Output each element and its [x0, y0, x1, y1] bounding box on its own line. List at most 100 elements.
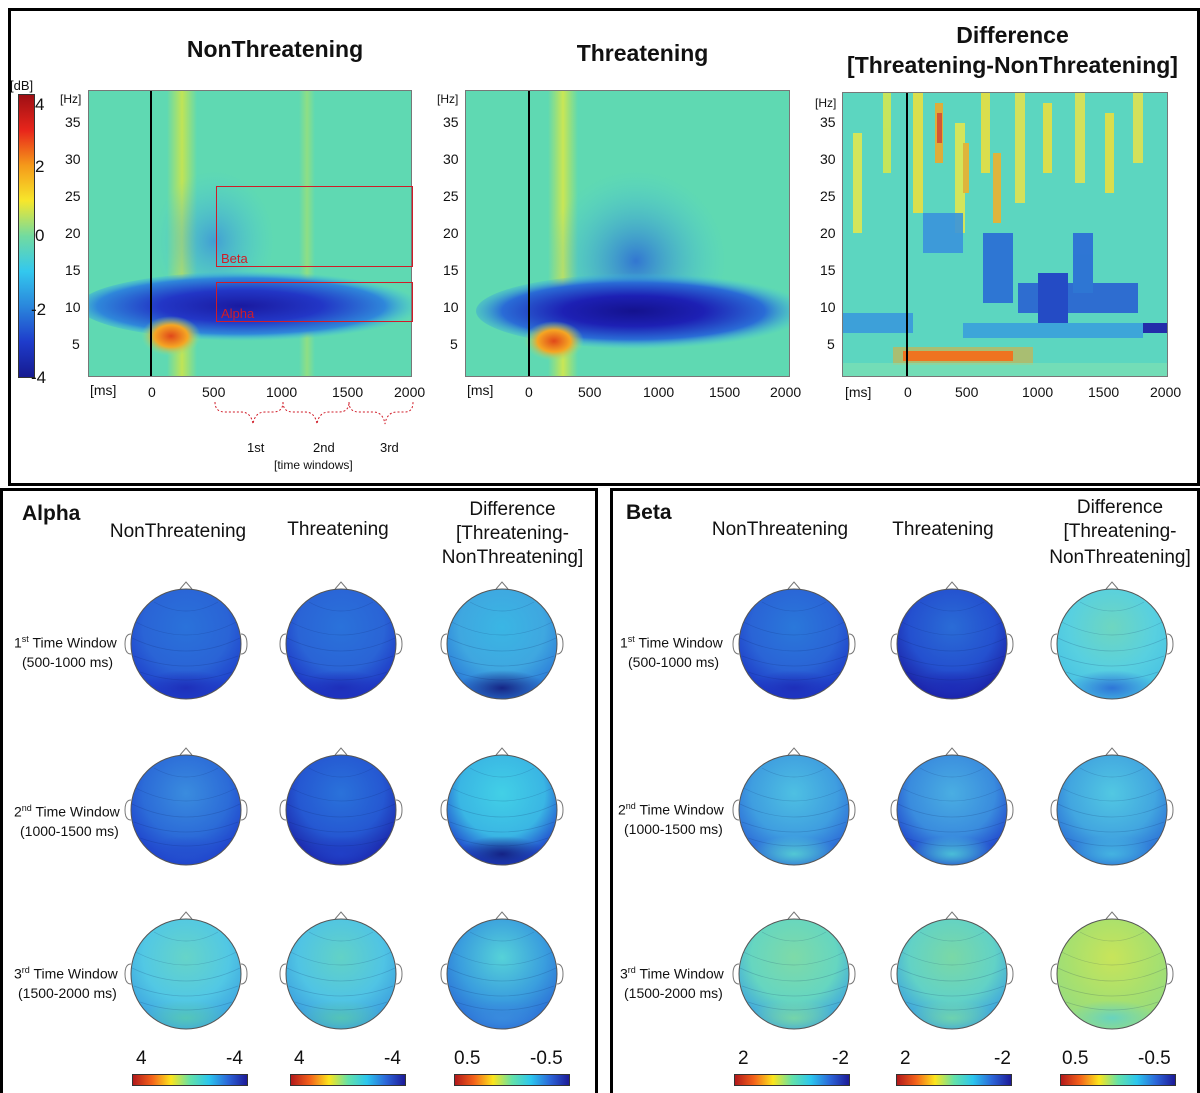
alpha-col-difference-1: Difference [469, 499, 556, 520]
alpha-row-label-3: 3rd Time Window (1500-2000 ms) [14, 961, 118, 1003]
row-ordinal: 3 [14, 965, 22, 982]
y-tick: 20 [65, 225, 81, 241]
colorbar-alpha-diff [454, 1074, 570, 1086]
x-tick: 2000 [770, 384, 802, 400]
row-label-text: Time Window [29, 965, 118, 982]
x-tick: 500 [578, 384, 602, 400]
y-tick: 30 [65, 151, 81, 167]
colorbar-tick: -2 [31, 300, 47, 319]
title-difference-line1: Difference [956, 22, 1069, 48]
scale-right: -0.5 [530, 1048, 563, 1069]
colorbar-unit: [dB] [10, 78, 34, 93]
time-window-label: 2nd [313, 440, 335, 455]
beta-col-nonthreatening: NonThreatening [711, 519, 849, 540]
roi-beta-box [216, 186, 413, 267]
y-tick: 5 [450, 336, 458, 352]
row-ordinal: 2 [618, 801, 626, 818]
row-range: (500-1000 ms) [22, 653, 114, 670]
beta-col-difference-3: NonThreatening] [1049, 547, 1191, 568]
x-tick: 1500 [709, 384, 741, 400]
alpha-col-difference-3: NonThreatening] [441, 547, 584, 568]
topomap-beta-threat-w2 [890, 746, 1014, 870]
beta-col-difference-2: [Threatening- [1063, 521, 1177, 542]
colorbar-tick: -4 [31, 368, 47, 387]
colorbar-tick: 2 [35, 157, 45, 176]
alpha-row-label-1: 1st Time Window (500-1000 ms) [14, 630, 117, 672]
y-tick: 25 [443, 188, 459, 204]
y-axis-unit: [Hz] [60, 92, 82, 106]
title-threatening: Threatening [576, 40, 709, 66]
colorbar-alpha-nonthreat [132, 1074, 248, 1086]
scale-right: -2 [832, 1048, 849, 1069]
row-ordinal-suffix: st [627, 634, 635, 644]
x-tick: 1000 [643, 384, 675, 400]
alpha-col-threatening: Threatening [287, 519, 389, 540]
y-tick: 15 [443, 262, 459, 278]
y-tick: 30 [820, 151, 836, 167]
x-tick: 500 [955, 384, 979, 400]
y-tick: 10 [820, 299, 836, 315]
colorbar-vertical [18, 94, 35, 378]
y-tick: 25 [65, 188, 81, 204]
scale-right: -4 [226, 1048, 243, 1069]
y-axis-unit: [Hz] [815, 96, 837, 110]
colorbar-tick: 4 [35, 95, 45, 114]
topomap-beta-threat-w1 [890, 580, 1014, 704]
beta-col-threatening: Threatening [892, 519, 994, 540]
scale-right: -2 [994, 1048, 1011, 1069]
topomap-alpha-nonthreat-w1 [124, 580, 248, 704]
x-tick: 0 [148, 384, 156, 400]
alpha-col-difference-2: [Threatening- [455, 523, 569, 544]
x-tick: 2000 [1150, 384, 1182, 400]
beta-col-difference-1: Difference [1076, 497, 1164, 518]
scale-left: 4 [136, 1048, 147, 1069]
row-label-text: Time Window [28, 634, 117, 651]
scale-left: 0.5 [454, 1048, 481, 1069]
topomap-beta-nonthreat-w3 [732, 910, 856, 1034]
y-tick: 10 [443, 299, 459, 315]
topomap-beta-diff-w3 [1050, 910, 1174, 1034]
scale-right: -0.5 [1138, 1048, 1171, 1069]
tf-map-difference [842, 92, 1168, 377]
x-tick: 1000 [1022, 384, 1054, 400]
row-range: (1000-1500 ms) [624, 820, 723, 837]
topomap-alpha-threat-w3 [279, 910, 403, 1034]
y-tick: 5 [827, 336, 835, 352]
topomap-beta-nonthreat-w2 [732, 746, 856, 870]
colorbar-beta-threat [896, 1074, 1012, 1086]
topomap-alpha-threat-w2 [279, 746, 403, 870]
row-ordinal: 3 [620, 965, 628, 982]
time-window-brackets [214, 401, 414, 425]
colorbar-tick: 0 [35, 226, 45, 245]
y-tick: 5 [72, 336, 80, 352]
y-axis-unit: [Hz] [437, 92, 459, 106]
row-label-text: Time Window [31, 803, 120, 820]
row-ordinal-suffix: rd [21, 965, 30, 975]
row-ordinal: 2 [14, 803, 22, 820]
y-tick: 20 [443, 225, 459, 241]
x-axis-unit: [ms] [90, 382, 117, 398]
time-window-label: 3rd [380, 440, 399, 455]
colorbar-alpha-threat [290, 1074, 406, 1086]
beta-row-label-2: 2nd Time Window (1000-1500 ms) [618, 797, 724, 839]
row-ordinal-suffix: nd [625, 801, 636, 811]
row-ordinal-suffix: rd [627, 965, 636, 975]
beta-title: Beta [626, 501, 672, 524]
tf-map-threatening [465, 90, 790, 377]
row-range: (1000-1500 ms) [20, 822, 119, 839]
alpha-row-label-2: 2nd Time Window (1000-1500 ms) [14, 799, 120, 841]
x-tick: 0 [525, 384, 533, 400]
row-ordinal: 1 [14, 634, 22, 651]
roi-beta-label: Beta [221, 251, 248, 266]
time-window-caption: [time windows] [274, 458, 353, 472]
topomap-beta-nonthreat-w1 [732, 580, 856, 704]
topomap-beta-diff-w1 [1050, 580, 1174, 704]
y-tick: 35 [443, 114, 459, 130]
topomap-alpha-threat-w1 [279, 580, 403, 704]
topomap-alpha-nonthreat-w2 [124, 746, 248, 870]
title-nonthreatening: NonThreatening [186, 36, 364, 62]
colorbar-beta-nonthreat [734, 1074, 850, 1086]
y-tick: 25 [820, 188, 836, 204]
scale-right: -4 [384, 1048, 401, 1069]
y-tick: 30 [443, 151, 459, 167]
